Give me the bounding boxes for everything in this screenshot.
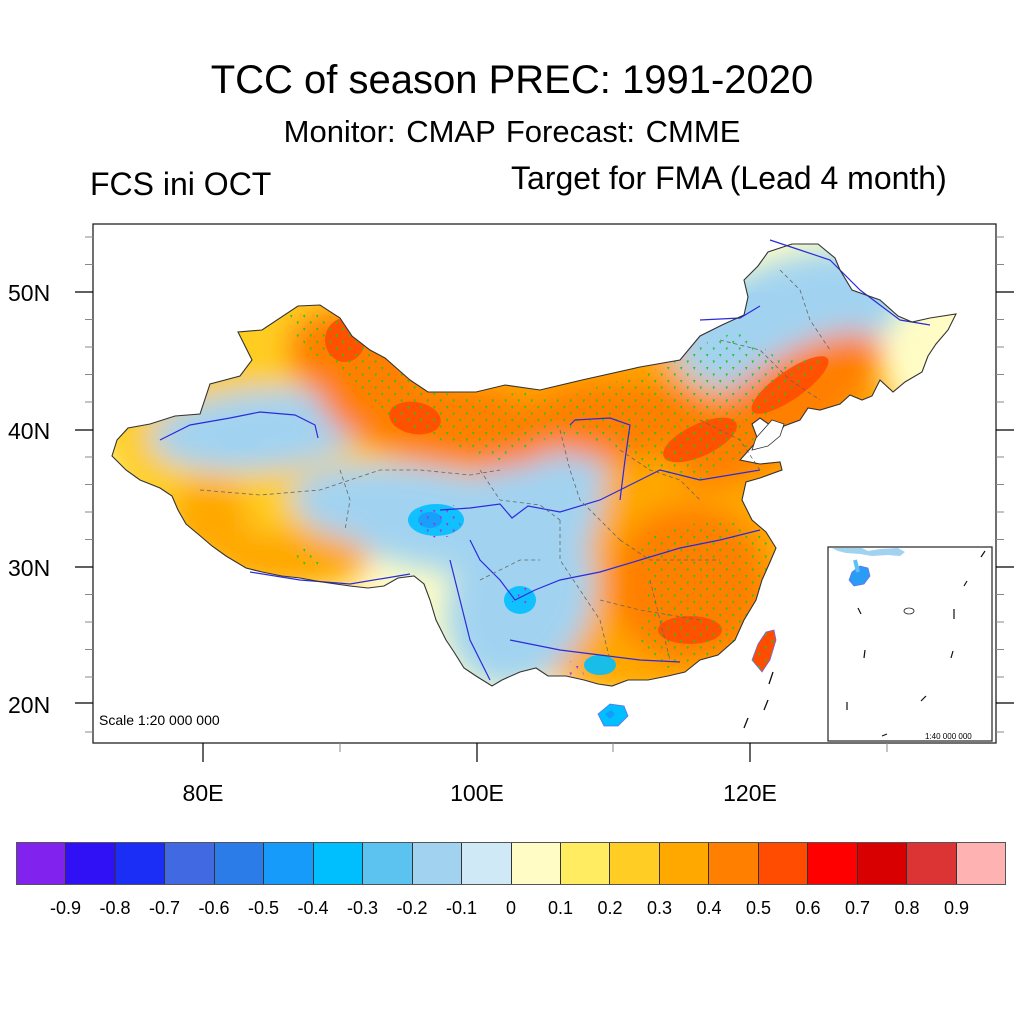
inset-scale-label: 1:40 000 000	[925, 732, 972, 741]
lon-label-100e: 100E	[450, 780, 504, 806]
figure-subtitle: Monitor: CMAP Forecast: CMME	[283, 114, 741, 149]
significance-stipple	[295, 548, 320, 570]
nine-dash-segment	[768, 671, 774, 685]
province-border	[339, 469, 351, 531]
colorbar-swatch	[511, 843, 561, 884]
colorbar-swatch	[165, 843, 215, 884]
colorbar-swatch	[313, 843, 364, 884]
river-line	[439, 469, 761, 519]
colorbar-tick-label: -0.5	[247, 898, 280, 918]
south-china-sea-inset	[827, 546, 993, 742]
colorbar-swatch	[758, 843, 809, 884]
colorbar-swatch	[363, 843, 413, 884]
colorbar-tick-label: 0	[505, 898, 517, 918]
colorbar-swatch	[214, 843, 265, 884]
colorbar-tick-label: -0.9	[49, 898, 82, 918]
figure-title: TCC of season PREC: 1991-2020	[210, 58, 814, 102]
colorbar-tick-label: 0.3	[646, 898, 673, 918]
colorbar-swatch	[659, 843, 710, 884]
significance-stipple-negative	[566, 660, 584, 678]
province-border	[719, 339, 821, 401]
colorbar-swatch	[412, 843, 463, 884]
colorbar-tick-label: -0.8	[99, 898, 131, 918]
nine-dash-segment	[763, 699, 769, 711]
colorbar	[16, 842, 1006, 885]
lon-label-80e: 80E	[182, 780, 224, 806]
colorbar-swatch	[709, 843, 759, 884]
colorbar-tick-label: -0.1	[445, 898, 478, 918]
colorbar-swatch	[17, 843, 67, 884]
china-coastline	[111, 243, 957, 687]
province-border	[779, 269, 831, 351]
colorbar-tick-label: 0.7	[844, 898, 871, 918]
province-border	[559, 429, 621, 541]
colorbar-tick-label: 0.5	[745, 898, 772, 918]
province-border	[619, 449, 701, 501]
colorbar-tick-label: 0.6	[795, 898, 821, 918]
map-scale-label: Scale 1:20 000 000	[99, 712, 220, 728]
river-line	[449, 559, 491, 681]
lat-label-50n: 50N	[8, 280, 51, 306]
colorbar-swatch	[956, 843, 1006, 884]
province-border	[619, 539, 720, 561]
colorbar-tick-label: -0.3	[346, 898, 379, 918]
hainan-core	[605, 710, 615, 719]
province-border	[479, 559, 540, 581]
significance-stipple	[286, 310, 830, 480]
colorbar-swatch	[610, 843, 660, 884]
river-line	[769, 239, 931, 326]
colorbar-swatch	[115, 843, 166, 884]
colorbar-tick-label: -0.6	[198, 898, 230, 918]
colorbar-swatch	[808, 843, 858, 884]
colorbar-swatch	[560, 843, 611, 884]
colorbar-swatch	[857, 843, 908, 884]
colorbar-tick-label: -0.7	[148, 898, 181, 918]
tcc-contour	[740, 292, 780, 308]
target-label: Target for FMA (Lead 4 month)	[511, 160, 947, 196]
colorbar-tick-label: -0.2	[396, 898, 428, 918]
river-line	[159, 411, 319, 441]
river-line	[699, 305, 761, 321]
colorbar-swatch	[264, 843, 314, 884]
province-border	[199, 469, 501, 496]
province-border	[479, 469, 561, 521]
tcc-contour	[584, 655, 616, 675]
inset-dashed-boundary	[846, 550, 986, 737]
significance-stipple	[640, 520, 770, 670]
tcc-contour	[218, 430, 262, 450]
colorbar-tick-label: -0.4	[297, 898, 329, 918]
colorbar-tick-label: 0.4	[696, 898, 722, 918]
lon-label-120e: 120E	[723, 780, 777, 806]
river-line	[569, 417, 631, 501]
inset-hainan	[848, 565, 871, 587]
colorbar-swatch	[66, 843, 116, 884]
province-borders	[199, 269, 831, 661]
colorbar-swatch	[462, 843, 512, 884]
river-line	[509, 639, 681, 663]
lat-label-30n: 30N	[8, 555, 51, 581]
bohai-sea	[751, 419, 785, 451]
colorbar-swatch	[907, 843, 957, 884]
nine-dash-segment	[743, 717, 749, 729]
inset-reef	[903, 607, 915, 615]
colorbar-tick-label: 0.8	[894, 898, 920, 918]
significance-stipple-negative	[418, 505, 462, 540]
colorbar-tick-label: 0.1	[547, 898, 574, 918]
lat-label-20n: 20N	[8, 692, 51, 718]
init-label: FCS ini OCT	[90, 166, 272, 202]
province-border	[699, 419, 761, 471]
colorbar-tick-label: 0.2	[597, 898, 623, 918]
colorbar-tick-label: 0.9	[943, 898, 970, 918]
lat-label-40n: 40N	[8, 418, 51, 444]
taiwan-stipple	[752, 630, 776, 672]
inset-leizhou	[853, 559, 860, 573]
inset-coast	[832, 548, 905, 556]
